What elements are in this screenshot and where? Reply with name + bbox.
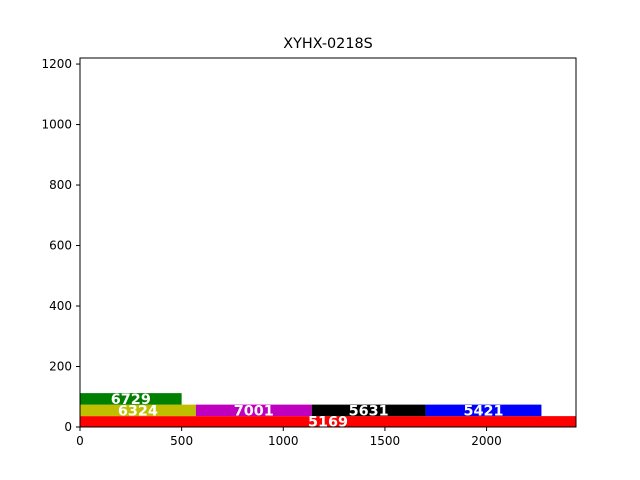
x-tick-label: 2000 xyxy=(471,434,502,448)
y-tick-label: 1200 xyxy=(41,57,72,71)
bar-6324 xyxy=(80,404,196,417)
bar-6729 xyxy=(80,393,182,405)
bar-label-5631: 5631 xyxy=(349,403,389,419)
y-tick-label: 200 xyxy=(49,360,72,374)
y-tick-label: 800 xyxy=(49,178,72,192)
plot-frame xyxy=(79,57,577,428)
x-tick-label: 1000 xyxy=(268,434,299,448)
bar-7001 xyxy=(195,404,312,417)
chart-title: XYHX-0218S xyxy=(283,36,373,52)
y-tick-label: 400 xyxy=(49,299,72,313)
bar-label-7001: 7001 xyxy=(234,403,274,419)
bar-label-6729: 6729 xyxy=(111,392,151,408)
y-tick-label: 1000 xyxy=(41,118,72,132)
axes-layer: 0 500 1000 1500 2000 0 200 400 600 800 1000 1200 xyxy=(41,57,577,448)
x-tick-label: 0 xyxy=(76,434,84,448)
x-tick-label: 500 xyxy=(170,434,193,448)
bar-label-6324: 6324 xyxy=(118,403,158,419)
bar-5631 xyxy=(311,404,426,417)
bar-label-5421: 5421 xyxy=(463,403,503,419)
bars-layer: 5169 6324 7001 5631 5421 6729 xyxy=(80,392,576,431)
y-tick-label: 0 xyxy=(64,420,72,434)
y-tick-label: 600 xyxy=(49,239,72,253)
x-tick-label: 1500 xyxy=(370,434,401,448)
bar-label-5169: 5169 xyxy=(308,415,348,431)
bar-5169 xyxy=(80,416,576,427)
bar-5421 xyxy=(425,404,542,417)
